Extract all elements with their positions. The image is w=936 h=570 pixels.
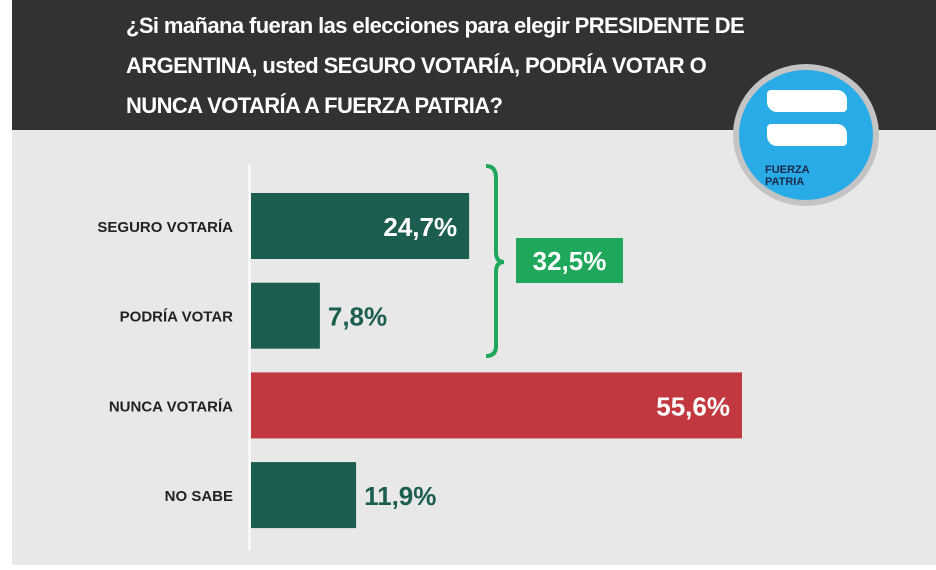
bar [251,193,470,259]
fuerza-patria-logo: FUERZA PATRIA [733,64,879,206]
logo-line2: PATRIA [765,176,805,188]
group-total-box [516,238,623,283]
data-label: 7,8% [328,302,387,332]
chart-panel [12,130,936,565]
logo-text: FUERZA PATRIA [765,164,810,188]
category-label: NO SABE [165,488,233,505]
bar [251,282,320,349]
group-bracket [485,164,505,358]
data-label: 24,7% [383,212,457,242]
category-label: PODRÍA VOTAR [120,309,234,326]
category-label: NUNCA VOTARÍA [109,398,233,415]
chart-title: ¿Si mañana fueran las elecciones para el… [126,13,745,118]
data-label: 11,9% [364,481,436,511]
bar [251,372,742,439]
flag-stripe-icon [767,124,847,146]
category-label: SEGURO VOTARÍA [97,219,233,236]
logo-line1: FUERZA [765,164,810,176]
data-label: 55,6% [656,391,730,421]
bar [251,462,357,529]
group-total-label: 32,5% [533,246,607,276]
bottom-border [12,565,936,570]
flag-stripe-icon [767,90,847,112]
